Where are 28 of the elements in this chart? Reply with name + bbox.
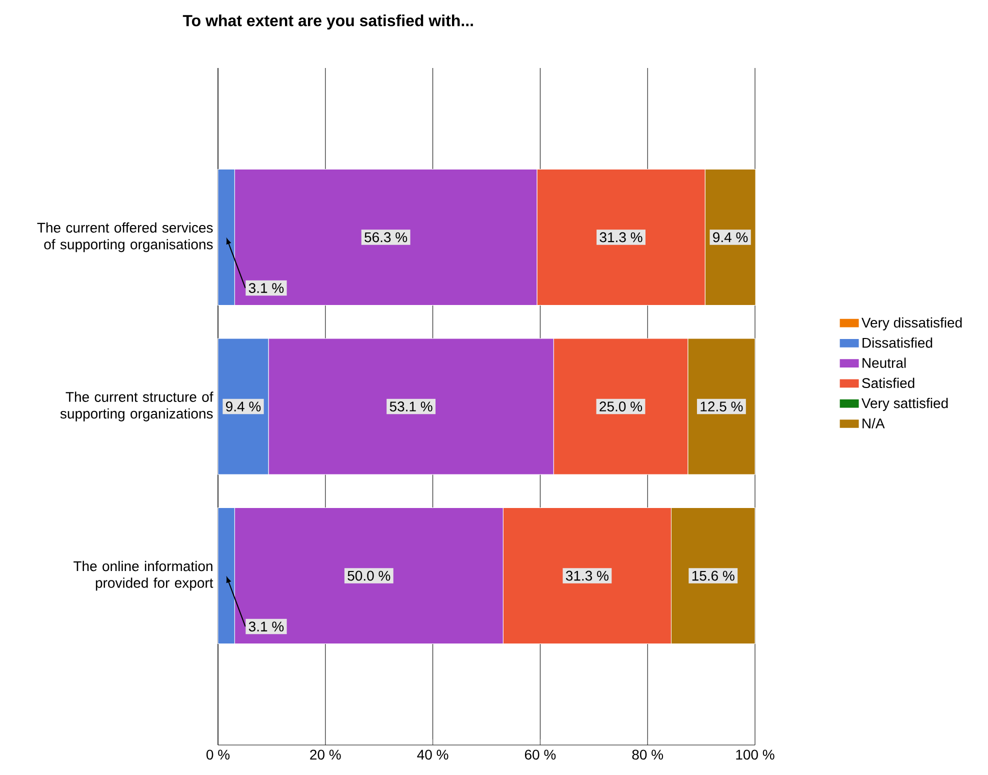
data-label: 15.6 % xyxy=(692,570,734,581)
data-label: 56.3 % xyxy=(364,232,408,242)
data-label: 3.1 % xyxy=(248,283,284,293)
legend-label: N/A xyxy=(862,418,885,428)
x-tick-label: 20 % xyxy=(310,750,341,760)
x-tick-label: 80 % xyxy=(632,750,664,760)
data-label: 31.3 % xyxy=(566,570,608,581)
chart-title: To what extent are you satisfied with... xyxy=(182,14,473,30)
data-label: 9.4 % xyxy=(226,402,261,412)
data-label: 3.1 % xyxy=(248,622,284,632)
y-tick-label: The current offered services of supporting organisations xyxy=(37,222,213,252)
x-tick-label: 40 % xyxy=(417,750,448,760)
data-label: 31.3 % xyxy=(600,232,642,242)
data-label: 9.4 % xyxy=(713,232,748,242)
x-tick-label: 0 % xyxy=(206,750,230,760)
x-tick-label: 60 % xyxy=(524,750,556,760)
legend-label: Very dissatisfied xyxy=(862,317,962,330)
data-label: 12.5 % xyxy=(700,402,743,412)
x-tick-label: 100 % xyxy=(736,750,774,760)
legend-label: Dissatisfied xyxy=(862,337,932,348)
data-label: 25.0 % xyxy=(600,402,642,412)
y-tick-label: The current structure of supporting organizations xyxy=(60,392,214,422)
legend-label: Satisfied xyxy=(862,378,914,388)
legend-label: Very sattisfied xyxy=(862,398,948,411)
data-label: 50.0 % xyxy=(348,570,390,581)
y-tick-label: The online information provided for export xyxy=(74,560,214,591)
legend-label: Neutral xyxy=(862,358,906,368)
data-label: 53.1 % xyxy=(390,402,432,412)
